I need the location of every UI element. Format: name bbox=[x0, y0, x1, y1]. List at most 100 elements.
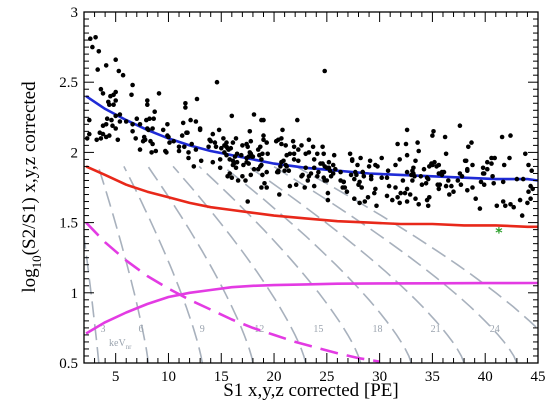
data-point bbox=[473, 196, 479, 201]
data-point bbox=[322, 68, 328, 74]
data-point bbox=[404, 127, 410, 133]
data-point bbox=[469, 140, 474, 145]
data-point bbox=[103, 63, 109, 68]
data-point bbox=[264, 185, 270, 190]
energy-contour-8 bbox=[247, 165, 465, 363]
data-point bbox=[507, 155, 512, 161]
data-point bbox=[330, 162, 336, 168]
data-point bbox=[109, 117, 114, 123]
data-point bbox=[295, 117, 300, 123]
data-point bbox=[264, 169, 270, 175]
data-point bbox=[233, 136, 239, 141]
data-point bbox=[404, 152, 410, 158]
data-point bbox=[265, 151, 271, 157]
data-point bbox=[443, 151, 449, 157]
data-point bbox=[283, 143, 289, 148]
energy-label-15: 15 bbox=[313, 324, 323, 335]
data-point bbox=[130, 122, 135, 127]
data-point bbox=[213, 144, 219, 150]
x-tick-label: 5 bbox=[112, 369, 120, 385]
data-point bbox=[165, 122, 170, 127]
data-point bbox=[395, 195, 400, 200]
data-point bbox=[140, 138, 146, 144]
data-point bbox=[501, 162, 507, 168]
data-point bbox=[485, 159, 490, 165]
data-point bbox=[103, 122, 109, 127]
data-point bbox=[240, 143, 245, 148]
data-point bbox=[217, 157, 223, 162]
data-point bbox=[315, 151, 320, 157]
data-point bbox=[523, 151, 528, 157]
data-point bbox=[232, 154, 238, 159]
data-point bbox=[227, 171, 232, 176]
data-point bbox=[421, 166, 427, 172]
data-point bbox=[451, 189, 456, 194]
data-point bbox=[397, 157, 403, 162]
data-point bbox=[134, 116, 140, 121]
data-point bbox=[491, 181, 497, 186]
data-point bbox=[189, 141, 194, 147]
data-point bbox=[372, 190, 377, 196]
data-point bbox=[492, 155, 498, 161]
data-point bbox=[293, 182, 299, 187]
data-point bbox=[243, 178, 248, 183]
data-point bbox=[249, 154, 255, 159]
data-point bbox=[150, 126, 155, 131]
data-point bbox=[368, 174, 374, 179]
data-point bbox=[115, 137, 121, 143]
data-point bbox=[508, 202, 513, 207]
data-point bbox=[413, 196, 418, 201]
data-point bbox=[416, 148, 422, 154]
data-point bbox=[320, 144, 325, 150]
data-point bbox=[365, 195, 371, 200]
data-point bbox=[519, 213, 525, 218]
data-point bbox=[290, 138, 296, 144]
energy-contour-7 bbox=[222, 165, 413, 363]
data-point bbox=[328, 174, 334, 179]
data-point bbox=[436, 171, 442, 176]
data-point bbox=[447, 192, 452, 197]
data-point bbox=[500, 199, 506, 204]
data-point bbox=[279, 136, 284, 141]
data-point bbox=[264, 140, 270, 145]
data-point bbox=[354, 172, 359, 178]
data-point bbox=[362, 199, 368, 204]
data-point bbox=[404, 186, 410, 192]
data-point bbox=[412, 174, 417, 179]
data-point bbox=[424, 197, 430, 203]
data-point bbox=[120, 72, 126, 78]
data-point bbox=[95, 67, 100, 72]
data-point bbox=[291, 151, 297, 157]
x-axis-title: S1 x,y,z corrected [PE] bbox=[223, 380, 399, 401]
data-point bbox=[357, 200, 362, 206]
x-tick-label: 20 bbox=[267, 369, 282, 385]
data-point bbox=[111, 92, 116, 98]
data-point bbox=[110, 123, 115, 128]
data-point bbox=[355, 162, 360, 168]
data-point bbox=[144, 117, 149, 123]
data-point bbox=[494, 203, 500, 209]
data-point bbox=[98, 86, 104, 92]
data-point bbox=[234, 159, 240, 165]
data-point bbox=[489, 161, 494, 166]
data-point bbox=[415, 140, 420, 145]
data-point bbox=[321, 175, 327, 180]
data-point bbox=[113, 113, 118, 119]
data-point bbox=[171, 138, 176, 144]
data-point bbox=[257, 152, 262, 158]
data-point bbox=[344, 189, 350, 194]
data-point bbox=[278, 164, 283, 169]
data-point bbox=[104, 116, 110, 121]
data-point bbox=[183, 105, 188, 110]
data-point bbox=[248, 138, 254, 144]
data-point bbox=[300, 172, 305, 178]
data-point bbox=[291, 144, 297, 150]
data-point bbox=[326, 159, 332, 165]
data-point bbox=[478, 179, 484, 185]
data-point bbox=[93, 35, 98, 40]
x-tick-label: 45 bbox=[531, 369, 546, 385]
data-point bbox=[113, 126, 118, 131]
data-point bbox=[425, 176, 431, 182]
data-point bbox=[87, 117, 92, 123]
